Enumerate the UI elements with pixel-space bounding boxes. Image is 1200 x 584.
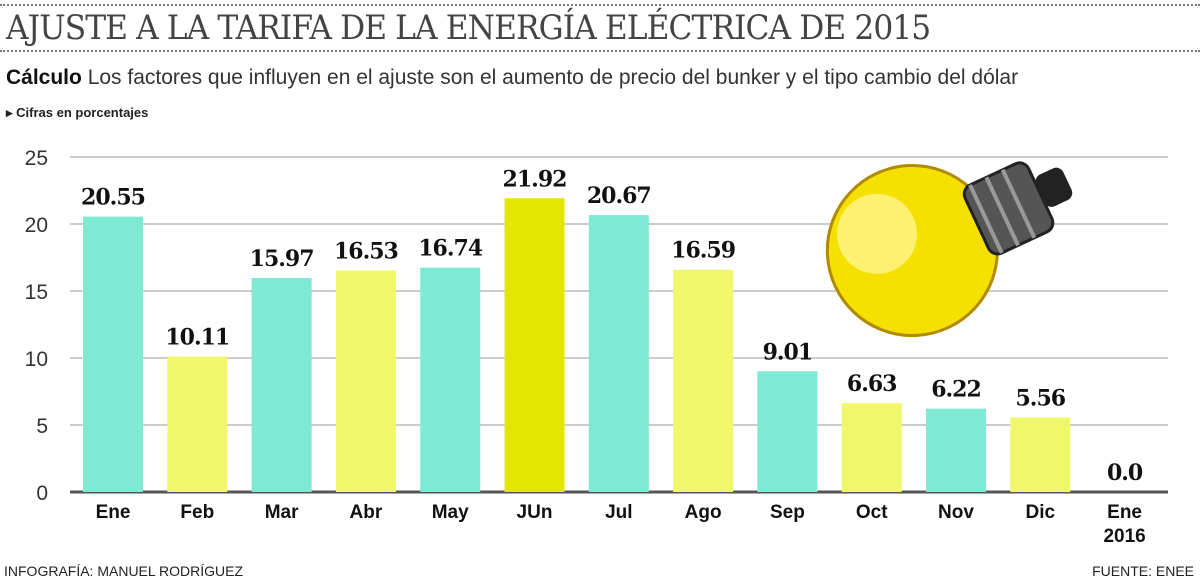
x-tick-label: Ene	[1107, 502, 1142, 523]
data-label: 10.11	[165, 325, 229, 351]
bar	[926, 408, 986, 492]
x-tick-label: May	[432, 502, 469, 523]
data-label: 16.59	[671, 238, 735, 264]
x-tick-label: JUn	[517, 502, 553, 523]
bar	[673, 269, 734, 492]
triangle-icon: ▸	[6, 105, 13, 120]
x-tick-label: Nov	[938, 502, 974, 523]
y-tick-label: 20	[25, 214, 48, 237]
subtitle-text: Los factores que influyen en el ajuste s…	[81, 66, 1019, 89]
bar	[588, 215, 649, 492]
bar	[1010, 417, 1071, 492]
data-label: 6.22	[931, 377, 981, 403]
unit-note: ▸ Cifras en porcentajes	[6, 105, 148, 121]
x-tick-label: Sep	[770, 502, 805, 523]
chart-title: AJUSTE A LA TARIFA DE LA ENERGÍA ELÉCTRI…	[6, 8, 931, 48]
data-label: 21.92	[503, 166, 567, 192]
bar	[251, 278, 312, 492]
top-rule	[0, 4, 1200, 6]
bar	[420, 267, 481, 492]
data-label: 0.0	[1107, 460, 1143, 486]
y-tick-label: 0	[36, 482, 48, 505]
x-tick-label: Mar	[265, 502, 299, 523]
x-tick-label: Dic	[1026, 502, 1056, 523]
x-tick-label: Ago	[685, 502, 722, 523]
y-tick-label: 10	[25, 348, 48, 371]
subtitle-bold: Cálculo	[6, 66, 82, 89]
data-label: 9.01	[763, 339, 813, 365]
bar	[504, 198, 565, 492]
data-label: 20.67	[587, 183, 651, 209]
credit: INFOGRAFÍA: MANUEL RODRÍGUEZ	[4, 563, 244, 579]
y-tick-label: 25	[25, 147, 48, 170]
data-label: 6.63	[847, 371, 897, 397]
bar	[335, 270, 396, 492]
x-tick-label: Feb	[180, 502, 214, 523]
x-tick-label: Abr	[350, 502, 383, 523]
bar	[757, 371, 818, 492]
data-label: 16.74	[418, 236, 483, 262]
x-tick-label: Jul	[605, 502, 632, 523]
y-tick-label: 15	[25, 281, 48, 304]
x-tick-label: 2016	[1103, 526, 1145, 547]
bar	[841, 403, 902, 492]
subtitle: Cálculo Los factores que influyen en el …	[6, 66, 1018, 90]
x-tick-label: Ene	[96, 502, 131, 523]
y-tick-label: 5	[36, 415, 48, 438]
bar	[167, 356, 228, 492]
lightbulb-icon	[825, 161, 1073, 338]
source: FUENTE: ENEE	[1092, 563, 1194, 579]
data-label: 16.53	[334, 238, 398, 264]
unit-note-text: Cifras en porcentajes	[16, 105, 149, 120]
title-rule	[0, 50, 1200, 52]
data-label: 15.97	[250, 246, 314, 272]
data-label: 5.56	[1016, 385, 1066, 411]
x-tick-label: Oct	[856, 502, 888, 523]
bar	[83, 216, 143, 492]
data-label: 20.55	[81, 185, 145, 211]
